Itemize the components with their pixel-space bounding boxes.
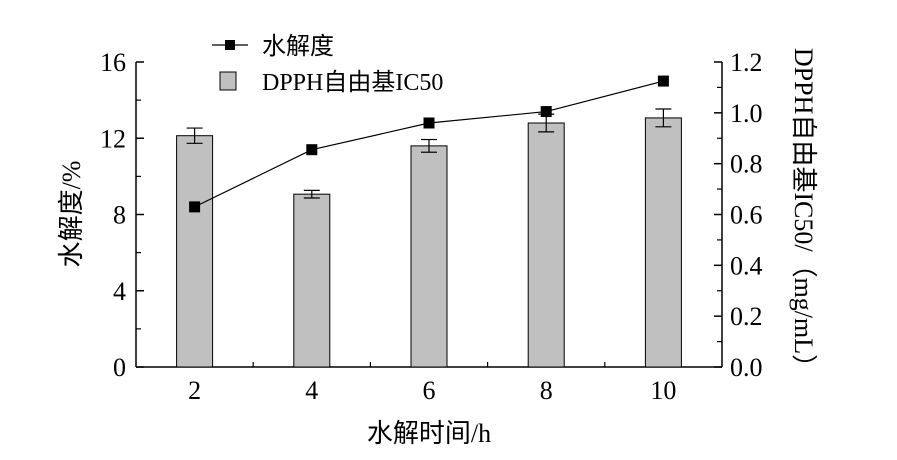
right-tick-label: 0.4 — [730, 251, 763, 280]
line-point — [189, 201, 201, 213]
line-point — [540, 106, 552, 118]
legend: 水解度 DPPH自由基IC50 — [212, 33, 443, 96]
left-tick-label: 0 — [113, 353, 126, 382]
legend-line-marker — [225, 40, 235, 50]
right-tick-label: 1.2 — [730, 48, 763, 77]
legend-bar-swatch — [219, 71, 237, 91]
x-tick-label: 2 — [188, 376, 201, 405]
bar — [176, 135, 214, 368]
legend-line-label: 水解度 — [262, 33, 334, 60]
x-axis-label: 水解时间/h — [367, 419, 491, 448]
x-tick-label: 8 — [540, 376, 553, 405]
left-tick-label: 8 — [113, 201, 126, 230]
bar — [293, 193, 331, 368]
line-point — [657, 75, 669, 87]
right-tick-label: 0.2 — [730, 302, 763, 331]
right-axis-label: DPPH自由基IC50/（mg/mL） — [789, 48, 818, 380]
left-ticks: 0 4 8 12 16 — [100, 48, 144, 382]
line-series — [189, 75, 669, 213]
bar — [410, 145, 448, 368]
left-tick-label: 4 — [113, 277, 126, 306]
bar — [644, 117, 682, 368]
x-tick-label: 6 — [423, 376, 436, 405]
right-tick-label: 0.0 — [730, 353, 763, 382]
right-tick-label: 0.8 — [730, 150, 763, 179]
line-point — [423, 117, 435, 129]
left-axis-label: 水解度/% — [57, 161, 86, 268]
right-tick-label: 0.6 — [730, 201, 763, 230]
left-tick-label: 12 — [100, 124, 126, 153]
bar — [527, 122, 565, 368]
x-ticks: 2 4 6 8 10 — [188, 359, 676, 405]
right-ticks: 0.0 0.2 0.4 0.6 0.8 1.0 1.2 — [714, 48, 763, 382]
error-bars — [186, 108, 672, 199]
legend-bar-label: DPPH自由基IC50 — [262, 69, 443, 96]
left-tick-label: 16 — [100, 48, 126, 77]
line-point — [306, 144, 318, 156]
bar-series — [176, 117, 682, 368]
x-tick-label: 10 — [650, 376, 676, 405]
right-tick-label: 1.0 — [730, 99, 763, 128]
x-tick-label: 4 — [305, 376, 318, 405]
